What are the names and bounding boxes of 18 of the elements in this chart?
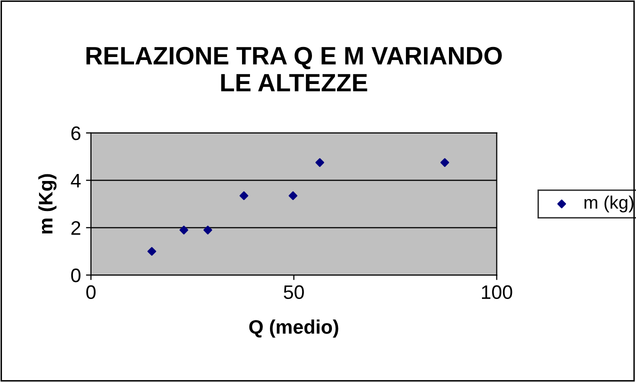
point <box>147 246 156 256</box>
point <box>203 226 212 234</box>
x-tick-label: 0 <box>86 285 96 300</box>
point <box>180 226 188 234</box>
legend-label: m (kg) <box>584 196 634 212</box>
y-tick-label: 4 <box>70 174 81 188</box>
point <box>440 158 450 167</box>
x-axis-title: Q (medio) <box>249 320 338 338</box>
point <box>288 191 298 200</box>
y-tick-label: 0 <box>71 268 80 282</box>
y-axis-title: m (Kg) <box>38 174 57 234</box>
point <box>315 158 324 167</box>
x-tick-label: 100 <box>482 285 512 300</box>
chart-title: RELAZIONE TRA Q E M VARIANDO LE ALTEZZE <box>86 46 502 92</box>
y-tick-label: 6 <box>71 126 80 140</box>
x-tick-label: 50 <box>284 285 304 300</box>
y-tick-label: 2 <box>71 221 80 235</box>
point <box>240 191 248 200</box>
